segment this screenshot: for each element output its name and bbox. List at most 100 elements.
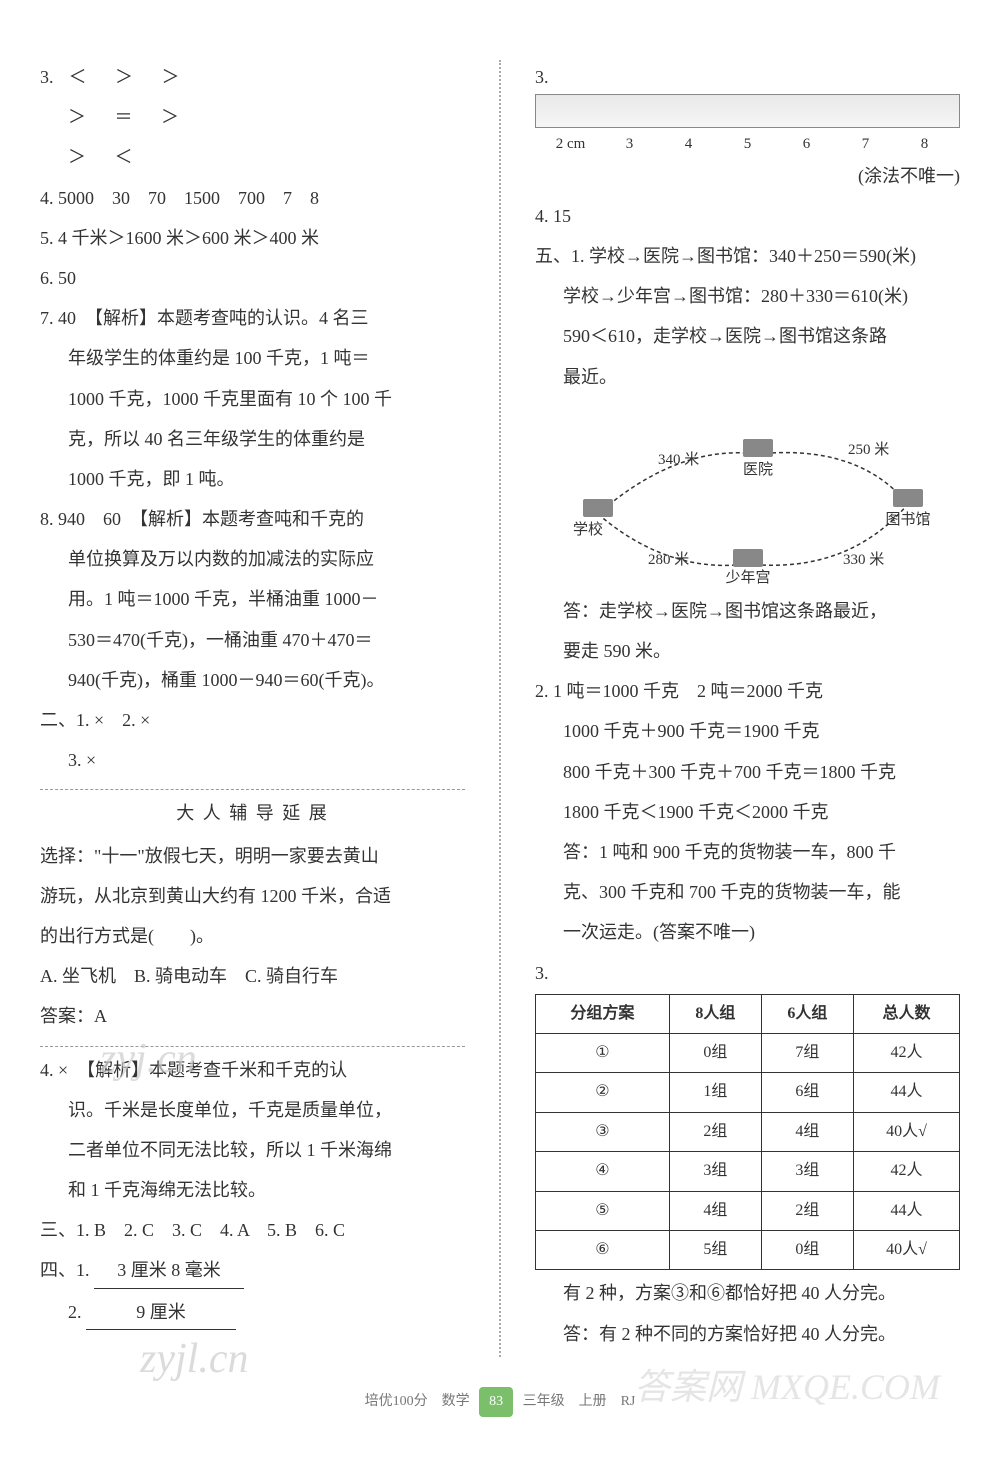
table-header: 总人数 — [853, 994, 959, 1033]
table-header: 分组方案 — [536, 994, 670, 1033]
page-footer: 培优100分 数学 83 三年级 上册 RJ — [40, 1387, 960, 1418]
section-three: 三、1. B 2. C 3. C 4. A 5. B 6. C — [40, 1213, 465, 1247]
map-diagram: 学校 医院 图书馆 少年宫 340 米 250 米 280 米 330 米 — [535, 404, 960, 584]
q6: 6. 50 — [40, 261, 465, 295]
tick: 6 — [777, 130, 836, 159]
table-cell: 4组 — [669, 1191, 761, 1230]
table-cell: 4组 — [761, 1112, 853, 1151]
five-l4: 最近。 — [535, 360, 960, 394]
divider-line — [40, 789, 465, 790]
map-label: 少年宫 — [725, 569, 770, 584]
table-cell: 1组 — [669, 1073, 761, 1112]
r-q3-label: 3. — [535, 67, 549, 87]
sym: ＜ — [115, 147, 133, 167]
section-two-3: 3. × — [40, 743, 465, 777]
table-cell: ② — [536, 1073, 670, 1112]
q7-head: 7. 40 【解析】本题考查吨的认识。4 名三 — [40, 301, 465, 335]
table-cell: ⑥ — [536, 1231, 670, 1270]
table-cell: ③ — [536, 1112, 670, 1151]
four-2: 2. 9 厘米 — [40, 1295, 465, 1330]
map-label: 学校 — [572, 521, 602, 538]
table-row: ⑤4组2组44人 — [536, 1191, 960, 1230]
table-cell: 5组 — [669, 1231, 761, 1270]
table-row: ①0组7组42人 — [536, 1034, 960, 1073]
ext-l2: 游玩，从北京到黄山大约有 1200 千米，合适 — [40, 879, 465, 913]
table-row: ③2组4组40人√ — [536, 1112, 960, 1151]
map-dist: 330 米 — [843, 551, 884, 568]
q4x-l4: 和 1 千克海绵无法比较。 — [40, 1173, 465, 1207]
table-header: 8人组 — [669, 994, 761, 1033]
table-cell: 44人 — [853, 1073, 959, 1112]
q5: 5. 4 千米＞1600 米＞600 米＞400 米 — [40, 221, 465, 255]
map-dist: 280 米 — [648, 551, 689, 568]
r-q3t-l1: 有 2 种，方案③和⑥都恰好把 40 人分完。 — [535, 1276, 960, 1310]
table-cell: 40人√ — [853, 1231, 959, 1270]
r-q3t-label: 3. — [535, 963, 549, 983]
sym: ＞ — [68, 147, 86, 167]
r-q4: 4. 15 — [535, 199, 960, 233]
ruler-note: (涂法不唯一) — [535, 159, 960, 193]
sym: ＞ — [162, 67, 180, 87]
tick: 8 — [895, 130, 954, 159]
five-l2: 学校→少年宫→图书馆：280＋330＝610(米) — [535, 279, 960, 313]
five-l3: 590＜610，走学校→医院→图书馆这条路 — [535, 319, 960, 353]
ext-l4: A. 坐飞机 B. 骑电动车 C. 骑自行车 — [40, 959, 465, 993]
q7-l2: 年级学生的体重约是 100 千克，1 吨＝ — [40, 341, 465, 375]
four-2-value: 9 厘米 — [86, 1295, 236, 1330]
four-1: 四、1. 3 厘米 8 毫米 — [40, 1253, 465, 1288]
table-cell: 3组 — [669, 1152, 761, 1191]
tick: 2 cm — [541, 130, 600, 159]
r-q2-l4: 1800 千克＜1900 千克＜2000 千克 — [535, 795, 960, 829]
tick: 5 — [718, 130, 777, 159]
q4: 4. 5000 30 70 1500 700 7 8 — [40, 181, 465, 215]
ruler-graphic — [535, 94, 960, 128]
q3-row1: ＜ ＞ ＞ — [69, 67, 204, 87]
q7-l3: 1000 千克，1000 千克里面有 10 个 100 千 — [40, 382, 465, 416]
grouping-table: 分组方案8人组6人组总人数 ①0组7组42人②1组6组44人③2组4组40人√④… — [535, 994, 960, 1271]
sym: ＜ — [69, 67, 87, 87]
footer-page: 83 — [479, 1387, 513, 1418]
map-label: 图书馆 — [885, 511, 930, 528]
table-cell: 42人 — [853, 1152, 959, 1191]
footer-right: 三年级 上册 RJ — [523, 1394, 636, 1409]
sym: ＞ — [161, 107, 179, 127]
q4x-l2: 识。千米是长度单位，千克是质量单位， — [40, 1093, 465, 1127]
column-divider — [499, 60, 501, 1357]
sym: ＞ — [68, 107, 86, 127]
table-row: ②1组6组44人 — [536, 1073, 960, 1112]
table-cell: 2组 — [669, 1112, 761, 1151]
sym: ＝ — [115, 107, 133, 127]
r-q2-l1: 2. 1 吨＝1000 千克 2 吨＝2000 千克 — [535, 674, 960, 708]
q7-l5: 1000 千克，即 1 吨。 — [40, 462, 465, 496]
q8-l4: 530＝470(千克)，一桶油重 470＋470＝ — [40, 623, 465, 657]
q3-row2: ＞ ＝ ＞ — [68, 107, 203, 127]
table-cell: 0组 — [669, 1034, 761, 1073]
table-cell: ⑤ — [536, 1191, 670, 1230]
table-cell: 6组 — [761, 1073, 853, 1112]
ext-l5: 答案：A — [40, 999, 465, 1033]
divider-line — [40, 1046, 465, 1047]
q4x-l3: 二者单位不同无法比较，所以 1 千米海绵 — [40, 1133, 465, 1167]
table-cell: 3组 — [761, 1152, 853, 1191]
r-q2-l7: 一次运走。(答案不唯一) — [535, 915, 960, 949]
r-q3: 3. 2 cm 3 4 5 6 7 8 (涂法不唯一) — [535, 60, 960, 193]
ext-l1: 选择："十一"放假七天，明明一家要去黄山 — [40, 839, 465, 873]
r-q3t: 3. 分组方案8人组6人组总人数 ①0组7组42人②1组6组44人③2组4组40… — [535, 956, 960, 1271]
tick: 4 — [659, 130, 718, 159]
map-dist: 250 米 — [848, 441, 889, 458]
q8-l5: 940(千克)，桶重 1000－940＝60(千克)。 — [40, 663, 465, 697]
table-cell: ④ — [536, 1152, 670, 1191]
four-1-label: 四、1. — [40, 1260, 90, 1280]
table-cell: ① — [536, 1034, 670, 1073]
q8-l2: 单位换算及万以内数的加减法的实际应 — [40, 542, 465, 576]
sym: ＞ — [115, 67, 133, 87]
table-cell: 7组 — [761, 1034, 853, 1073]
ruler-scale: 2 cm 3 4 5 6 7 8 — [535, 130, 960, 159]
q4x-head: 4. × 【解析】本题考查千米和千克的认 — [40, 1053, 465, 1087]
q3-row3: ＞ ＜ — [68, 147, 157, 167]
five-ans2: 要走 590 米。 — [535, 634, 960, 668]
q8-head: 8. 940 60 【解析】本题考查吨和千克的 — [40, 502, 465, 536]
table-cell: 2组 — [761, 1191, 853, 1230]
section-two: 二、1. × 2. × — [40, 703, 465, 737]
tick: 7 — [836, 130, 895, 159]
